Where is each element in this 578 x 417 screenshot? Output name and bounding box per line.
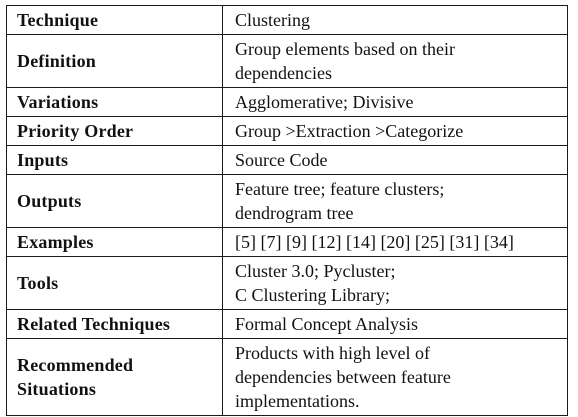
row-label-technique: Technique — [6, 5, 223, 35]
row-label-inputs: Inputs — [6, 145, 223, 175]
table-row: Outputs Feature tree; feature clusters; … — [6, 174, 568, 228]
row-value-priority-order: Group >Extraction >Categorize — [222, 116, 568, 146]
row-value-variations: Agglomerative; Divisive — [222, 87, 568, 117]
row-value-inputs: Source Code — [222, 145, 568, 175]
row-label-examples: Examples — [6, 227, 223, 257]
label-line: Technique — [17, 10, 99, 30]
value-line: Group elements based on their — [235, 39, 455, 59]
table-row: Inputs Source Code — [6, 145, 568, 175]
table-row: Variations Agglomerative; Divisive — [6, 87, 568, 117]
table-row: Priority Order Group >Extraction >Catego… — [6, 116, 568, 146]
value-line: Clustering — [235, 10, 310, 30]
row-label-definition: Definition — [6, 34, 223, 88]
row-label-outputs: Outputs — [6, 174, 223, 228]
label-line: Recommended — [17, 355, 134, 375]
row-value-definition: Group elements based on their dependenci… — [222, 34, 568, 88]
table-row: Related Techniques Formal Concept Analys… — [6, 309, 568, 339]
row-label-priority-order: Priority Order — [6, 116, 223, 146]
value-line: Cluster 3.0; Pycluster; — [235, 261, 396, 281]
label-line: Variations — [17, 92, 99, 112]
value-line: Group >Extraction >Categorize — [235, 121, 464, 141]
row-value-related-techniques: Formal Concept Analysis — [222, 309, 568, 339]
label-line: Related Techniques — [17, 314, 171, 334]
value-line: Products with high level of — [235, 343, 430, 363]
row-value-tools: Cluster 3.0; Pycluster; C Clustering Lib… — [222, 256, 568, 310]
value-line: dendrogram tree — [235, 203, 354, 223]
value-line: Feature tree; feature clusters; — [235, 179, 445, 199]
row-label-recommended-situations: Recommended Situations — [6, 338, 223, 416]
row-value-recommended-situations: Products with high level of dependencies… — [222, 338, 568, 416]
row-value-examples: [5] [7] [9] [12] [14] [20] [25] [31] [34… — [222, 227, 568, 257]
label-line: Examples — [17, 232, 94, 252]
table-row: Definition Group elements based on their… — [6, 34, 568, 88]
value-line: dependencies between feature — [235, 367, 451, 387]
table-row: Recommended Situations Products with hig… — [6, 338, 568, 416]
table-row: Tools Cluster 3.0; Pycluster; C Clusteri… — [6, 256, 568, 310]
row-value-technique: Clustering — [222, 5, 568, 35]
label-line: Situations — [17, 379, 97, 399]
row-value-outputs: Feature tree; feature clusters; dendrogr… — [222, 174, 568, 228]
row-label-variations: Variations — [6, 87, 223, 117]
table-row: Examples [5] [7] [9] [12] [14] [20] [25]… — [6, 227, 568, 257]
row-label-related-techniques: Related Techniques — [6, 309, 223, 339]
value-line: Source Code — [235, 150, 328, 170]
value-line: implementations. — [235, 391, 360, 411]
value-line: Agglomerative; Divisive — [235, 92, 414, 112]
label-line: Priority Order — [17, 121, 134, 141]
label-line: Inputs — [17, 150, 69, 170]
value-line: dependencies — [235, 63, 332, 83]
table-row: Technique Clustering — [6, 5, 568, 35]
value-line: Formal Concept Analysis — [235, 314, 418, 334]
technique-table: Technique Clustering Definition Group el… — [6, 5, 568, 416]
value-line: [5] [7] [9] [12] [14] [20] [25] [31] [34… — [235, 232, 514, 252]
value-line: C Clustering Library; — [235, 285, 390, 305]
label-line: Definition — [17, 51, 97, 71]
label-line: Tools — [17, 273, 59, 293]
label-line: Outputs — [17, 191, 82, 211]
row-label-tools: Tools — [6, 256, 223, 310]
